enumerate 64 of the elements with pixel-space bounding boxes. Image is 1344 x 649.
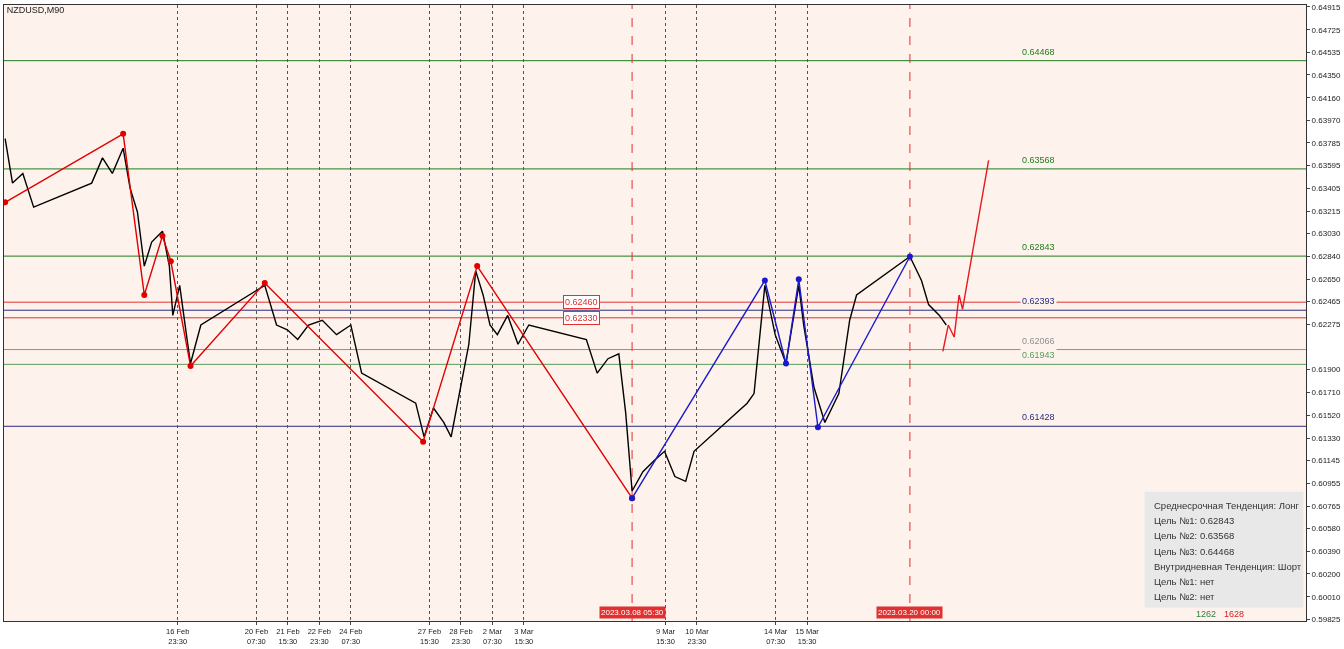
point (4, 199, 9, 206)
ref-line-label: 0.62066 (1022, 336, 1055, 346)
annotation: Цель №3: 0.64468 (1154, 546, 1235, 557)
y-tick-label: 0.64915 (1311, 2, 1342, 12)
y-tick-label: 0.62275 (1311, 320, 1342, 330)
y-tick-label: 0.59825 (1311, 614, 1342, 624)
annotation: Цель №2: 0.63568 (1154, 530, 1235, 541)
y-tick-label: 0.61145 (1311, 456, 1341, 466)
ref-line-label: 0.62393 (1022, 296, 1055, 306)
ref-line-label: 0.62460 (565, 297, 598, 307)
y-tick-label: 0.64535 (1311, 48, 1342, 58)
annotation: Цель №1: 0.62843 (1154, 515, 1235, 526)
y-tick-label: 0.61330 (1311, 433, 1342, 443)
ref-line-label: 0.62330 (565, 313, 598, 323)
y-tick-label: 0.62650 (1311, 275, 1342, 285)
y-tick-label: 0.60010 (1311, 592, 1342, 602)
y-tick-label: 0.62840 (1311, 252, 1342, 262)
annotation: 1628 (1224, 609, 1245, 619)
y-tick-label: 0.60200 (1311, 569, 1342, 579)
annotation: Цель №2: нет (1154, 591, 1216, 602)
annotation: Внутридневная Тенденция: Шорт (1154, 561, 1302, 572)
y-tick-label: 0.61900 (1311, 365, 1342, 375)
y-tick-label: 0.64725 (1311, 25, 1342, 35)
point (795, 276, 802, 283)
chart-title: NZDUSD,M90 (6, 4, 65, 15)
y-tick-label: 0.64160 (1311, 93, 1342, 103)
line-series (942, 159, 990, 353)
y-tick-label: 0.63405 (1311, 184, 1342, 194)
ref-line-label: 0.63568 (1022, 155, 1055, 165)
point (761, 277, 768, 284)
y-tick-label: 0.63970 (1311, 116, 1342, 126)
point (120, 130, 127, 137)
ref-line-label: 0.61428 (1022, 412, 1055, 422)
annotation: Среднесрочная Тенденция: Лонг (1154, 500, 1300, 511)
y-tick-label: 0.63785 (1311, 138, 1342, 148)
point (167, 258, 174, 265)
point (141, 291, 148, 298)
y-tick-label: 0.60580 (1311, 524, 1342, 534)
y-tick-label: 0.60955 (1311, 478, 1342, 488)
y-tick-label: 0.63030 (1311, 229, 1342, 239)
y-tick-label: 0.61520 (1311, 411, 1342, 421)
line-series (4, 137, 947, 492)
y-tick-label: 0.60765 (1311, 501, 1342, 511)
point (783, 360, 789, 367)
ref-line-label: 0.62843 (1022, 242, 1055, 252)
y-tick-label: 0.60390 (1311, 546, 1342, 556)
ref-line-label: 0.64468 (1022, 47, 1055, 57)
y-tick-label: 0.63595 (1311, 161, 1342, 171)
point (814, 424, 821, 431)
ref-line-label: 2023.03.08 05:30 (601, 608, 664, 617)
y-tick-label: 0.64350 (1311, 70, 1342, 80)
ref-line-label: 2023.03.20 00:00 (878, 608, 941, 617)
point (420, 438, 427, 445)
annotation: 1262 (1196, 609, 1217, 619)
point (906, 253, 913, 260)
point (474, 263, 481, 270)
point (261, 279, 268, 286)
point (159, 233, 166, 240)
y-tick-label: 0.63215 (1311, 207, 1342, 217)
y-tick-label: 0.61710 (1311, 388, 1342, 398)
annotation: Цель №1: нет (1154, 576, 1216, 587)
y-tick-label: 0.62465 (1311, 297, 1342, 307)
ref-line-label: 0.61943 (1022, 350, 1055, 360)
point (187, 362, 194, 369)
